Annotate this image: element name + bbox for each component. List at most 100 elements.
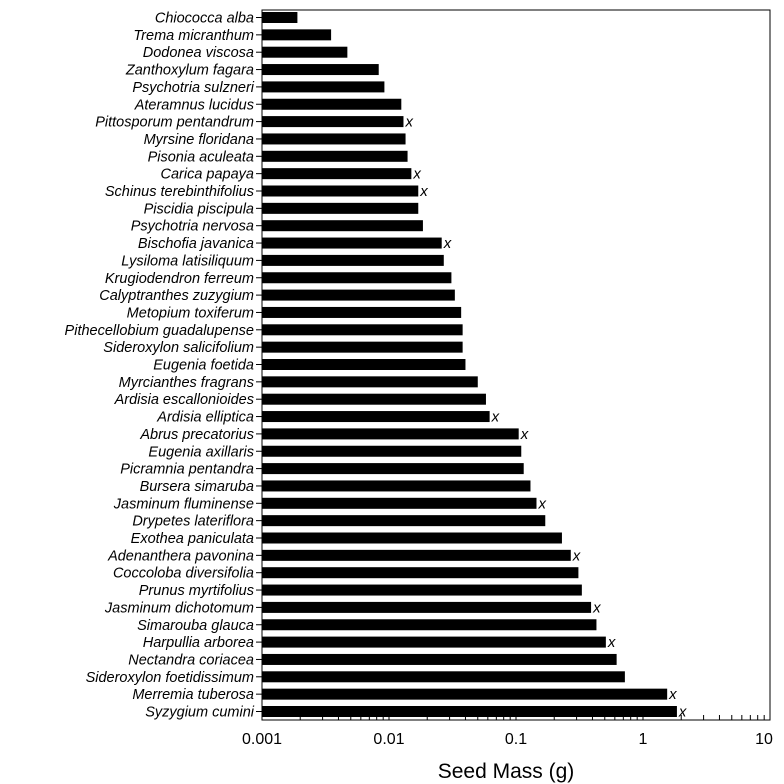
category-label: Adenanthera pavonina [107,548,254,564]
bar [262,289,455,301]
x-marker: x [520,426,529,443]
x-marker: x [404,114,413,131]
bars [262,12,677,717]
bar [262,497,537,509]
bar [262,202,419,214]
x-marker: x [412,166,421,183]
x-tick-label: 1 [639,731,648,748]
category-label: Ateramnus lucidus [134,97,254,113]
bar [262,567,579,579]
bar [262,619,597,631]
category-label: Harpullia arborea [143,635,254,651]
bar [262,532,562,544]
category-label: Drypetes lateriflora [132,514,254,530]
category-label: Simarouba glauca [137,618,254,634]
category-label: Carica papaya [161,167,255,183]
x-tick-labels: 0.001 0.01 0.1 1 10 [242,731,773,748]
category-label: Abrus precatorius [139,427,254,443]
x-marker: x [491,409,500,426]
category-label: Sideroxylon salicifolium [103,340,254,356]
bar [262,81,385,93]
category-label: Ardisia elliptica [156,410,254,426]
x-axis-title: Seed Mass (g) [438,760,575,783]
bar [262,515,546,527]
x-marker: x [668,686,677,703]
category-label: Eugenia foetida [153,358,254,374]
bar [262,688,668,700]
category-label: Lysiloma latisiliquum [121,253,254,269]
bar [262,706,677,717]
category-label: Eugenia axillaris [148,444,254,460]
bar [262,653,617,665]
category-label: Piscidia piscipula [144,201,254,217]
category-label: Calyptranthes zuzygium [99,288,254,304]
category-label: Ardisia escallonioides [114,392,254,408]
bar [262,359,466,370]
bar [262,341,463,353]
bar [262,411,490,423]
category-label: Krugiodendron ferreum [105,271,254,287]
category-label: Schinus terebinthifolius [105,184,254,200]
category-label: Chiococca alba [155,11,254,27]
bar [262,150,408,162]
bar [262,584,582,596]
bar [262,636,606,648]
bar [262,428,519,440]
bar [262,133,406,145]
x-marker: x [678,704,687,721]
category-label: Syzygium cumini [145,705,255,721]
bar [262,64,379,76]
bar [262,272,452,284]
category-label: Bursera simaruba [140,479,254,495]
bar [262,237,442,249]
bar [262,480,531,492]
x-marker: x [607,634,616,651]
bar [262,12,298,23]
category-label: Myrsine floridana [144,132,254,148]
category-label: Prunus myrtifolius [139,583,254,599]
category-label: Pithecellobium guadalupense [65,323,254,339]
category-label: Myrcianthes fragrans [119,375,254,391]
category-label: Nectandra coriacea [128,652,254,668]
bar [262,671,625,683]
bar [262,185,419,197]
x-tick-label: 0.001 [242,731,282,748]
category-label: Dodonea viscosa [143,45,254,61]
category-label: Jasminum fluminense [113,496,254,512]
bar [262,324,463,336]
bar [262,46,348,58]
bar [262,306,462,318]
x-marker: x [592,599,601,616]
bar [262,393,486,405]
category-label: Metopium toxiferum [127,305,254,321]
category-label: Pisonia aculeata [148,149,254,165]
category-label: Trema micranthum [133,28,254,44]
bar [262,254,444,266]
category-label: Pittosporum pentandrum [95,115,254,131]
bar [262,601,592,613]
x-marker: x [537,495,546,512]
x-tick-label: 0.1 [505,731,527,748]
x-tick-label: 10 [755,731,773,748]
category-label: Sideroxylon foetidissimum [86,670,254,686]
category-label: Psychotria nervosa [131,219,254,235]
bar [262,220,423,232]
bar [262,116,404,128]
category-label: Zanthoxylum fagara [125,63,254,79]
x-marker: x [572,547,581,564]
bar [262,376,478,388]
bar [262,445,522,457]
bar [262,463,524,475]
category-label: Psychotria sulzneri [132,80,254,96]
x-marker: x [443,235,452,252]
bar [262,549,571,561]
bar [262,29,332,41]
category-label: Coccoloba diversifolia [113,566,254,582]
category-label: Exothea paniculata [131,531,254,547]
category-label: Picramnia pentandra [120,462,254,478]
bar [262,168,412,180]
x-tick-label: 0.01 [373,731,404,748]
category-label: Bischofia javanica [138,236,254,252]
